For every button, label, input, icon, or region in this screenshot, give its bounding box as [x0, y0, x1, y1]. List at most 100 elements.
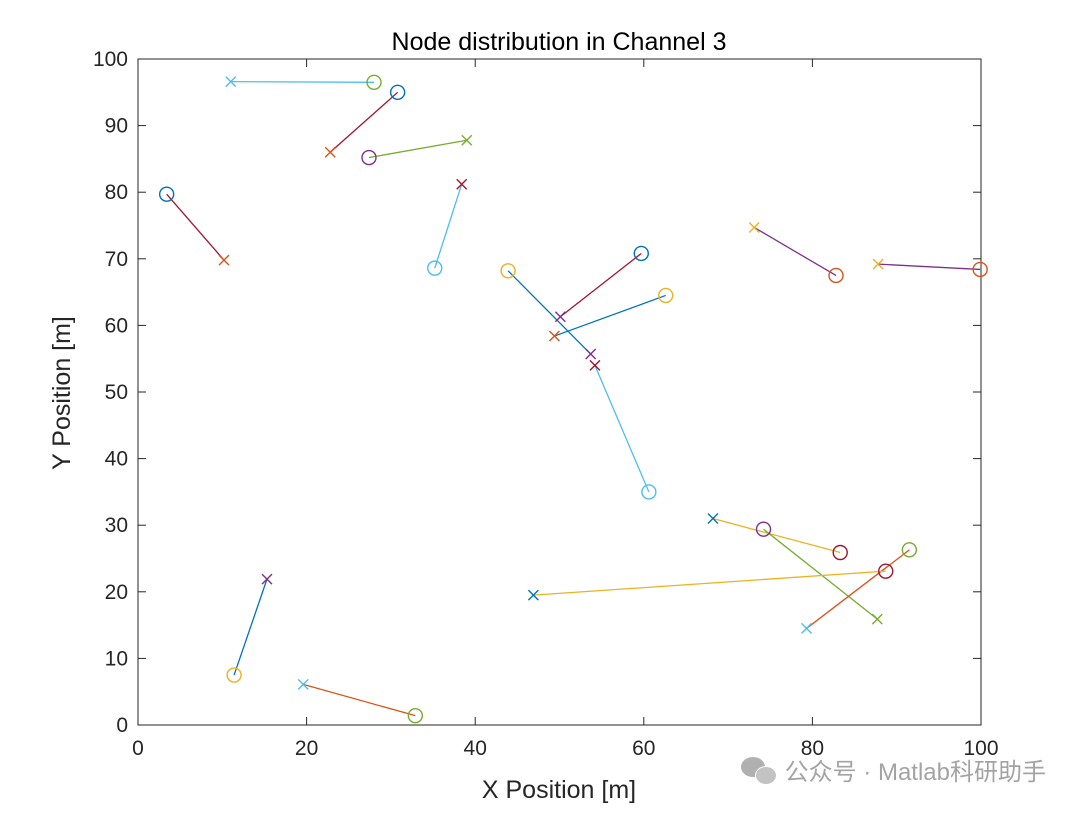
y-tick-label: 60: [105, 314, 128, 337]
y-tick-label: 50: [105, 381, 128, 404]
axes-box: [137, 58, 982, 726]
node-circle-marker: [828, 267, 844, 284]
node-cross-marker: [548, 330, 560, 342]
link-line: [806, 549, 910, 629]
link-3: [361, 134, 473, 166]
cross-stroke: [548, 330, 560, 342]
node-circle-marker: [158, 186, 175, 202]
node-circle-marker: [832, 544, 848, 561]
y-tick-label: 70: [105, 248, 128, 271]
node-circle-marker: [500, 263, 516, 279]
link-line: [303, 683, 416, 717]
link-7: [554, 245, 649, 323]
cross-stroke: [225, 76, 237, 88]
link-line: [554, 294, 666, 337]
node-circle-marker: [407, 707, 424, 724]
x-tick-label: 0: [132, 737, 144, 760]
cross-stroke: [461, 134, 473, 146]
link-8: [548, 287, 674, 342]
link-1: [225, 74, 382, 91]
link-line: [753, 226, 837, 277]
y-tick-label: 0: [116, 714, 128, 737]
y-axis-label: Y Position [m]: [48, 316, 76, 470]
node-cross-marker: [527, 589, 539, 601]
node-cross-marker: [297, 678, 309, 690]
node-cross-marker: [461, 134, 473, 146]
x-axis-label: X Position [m]: [482, 776, 636, 804]
link-line: [594, 365, 650, 493]
axes-frame: [137, 58, 982, 726]
node-cross-marker: [707, 513, 719, 525]
link-13: [755, 521, 883, 625]
node-cross-marker: [261, 573, 273, 585]
link-line: [533, 570, 886, 596]
cross-stroke: [554, 311, 566, 323]
link-9: [589, 359, 657, 500]
node-cross-marker: [324, 146, 336, 158]
y-tick-label: 100: [93, 48, 128, 71]
link-10: [748, 222, 844, 284]
node-circle-marker: [389, 84, 406, 101]
cross-stroke: [871, 613, 883, 625]
link-line: [230, 80, 375, 83]
cross-stroke: [527, 589, 539, 601]
node-cross-marker: [872, 258, 884, 270]
y-tick-label: 30: [105, 514, 128, 537]
cross-stroke: [297, 678, 309, 690]
node-circle-marker: [658, 287, 674, 304]
cross-stroke: [872, 258, 884, 270]
node-circle-marker: [366, 74, 382, 91]
chart-title: Node distribution in Channel 3: [392, 28, 727, 56]
link-line: [368, 139, 467, 159]
node-circle-marker: [633, 245, 649, 262]
cross-stroke: [707, 513, 719, 525]
link-4: [158, 186, 230, 266]
y-tick-label: 20: [105, 581, 128, 604]
link-line: [166, 193, 225, 261]
node-cross-marker: [585, 348, 597, 360]
node-cross-marker: [225, 76, 237, 88]
node-circle-marker: [427, 260, 443, 276]
node-cross-marker: [218, 254, 230, 266]
link-15: [527, 563, 894, 601]
y-tick-label: 10: [105, 647, 128, 670]
x-tick-label: 40: [464, 737, 487, 760]
node-cross-marker: [748, 222, 760, 233]
cross-stroke: [261, 573, 273, 585]
cross-stroke: [218, 254, 230, 266]
x-tick-label: 60: [632, 737, 655, 760]
link-line: [878, 263, 981, 271]
cross-stroke: [585, 348, 597, 360]
node-circle-marker: [878, 563, 894, 579]
node-circle-marker: [755, 521, 772, 537]
link-14: [801, 542, 918, 634]
links-layer: [158, 74, 988, 724]
link-2: [324, 84, 406, 158]
node-circle-marker: [226, 667, 242, 683]
cross-stroke: [456, 178, 468, 190]
link-line: [712, 517, 841, 554]
x-tick-label: 100: [963, 737, 998, 760]
link-line: [233, 578, 268, 676]
ticks-layer: 0 20 40 60 80 100 0 10 20 30 40 50 60 70 80 90 100: [93, 48, 999, 760]
cross-stroke: [589, 359, 601, 371]
link-11: [872, 258, 988, 278]
link-16: [226, 573, 273, 683]
link-5: [427, 178, 468, 276]
x-tick-label: 80: [801, 737, 824, 760]
y-tick-label: 90: [105, 115, 128, 138]
link-line: [434, 184, 463, 269]
node-circle-marker: [361, 149, 377, 166]
watermark-text: 公众号 · Matlab科研助手: [784, 759, 1046, 786]
node-circle-marker: [901, 542, 918, 558]
node-cross-marker: [801, 622, 812, 634]
y-tick-label: 40: [105, 448, 128, 471]
node-cross-marker: [589, 359, 601, 371]
x-tick-label: 20: [295, 737, 318, 760]
watermark: 公众号 · Matlab科研助手: [740, 752, 1046, 787]
node-cross-marker: [871, 613, 883, 625]
link-line: [763, 528, 878, 620]
link-12: [707, 513, 848, 561]
cross-stroke: [801, 622, 812, 634]
